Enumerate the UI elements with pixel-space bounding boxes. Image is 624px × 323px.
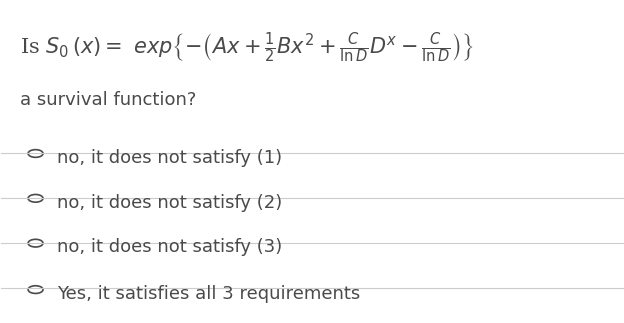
Text: no, it does not satisfy (1): no, it does not satisfy (1)	[57, 149, 283, 167]
Text: no, it does not satisfy (2): no, it does not satisfy (2)	[57, 193, 283, 212]
Text: a survival function?: a survival function?	[20, 91, 197, 109]
Text: no, it does not satisfy (3): no, it does not satisfy (3)	[57, 238, 283, 256]
Text: Yes, it satisfies all 3 requirements: Yes, it satisfies all 3 requirements	[57, 285, 361, 303]
Text: Is $S_0\,(x) = \ \mathit{exp}\left\{-\left(Ax + \frac{1}{2}Bx^2 + \frac{C}{\ln D: Is $S_0\,(x) = \ \mathit{exp}\left\{-\le…	[20, 30, 474, 65]
